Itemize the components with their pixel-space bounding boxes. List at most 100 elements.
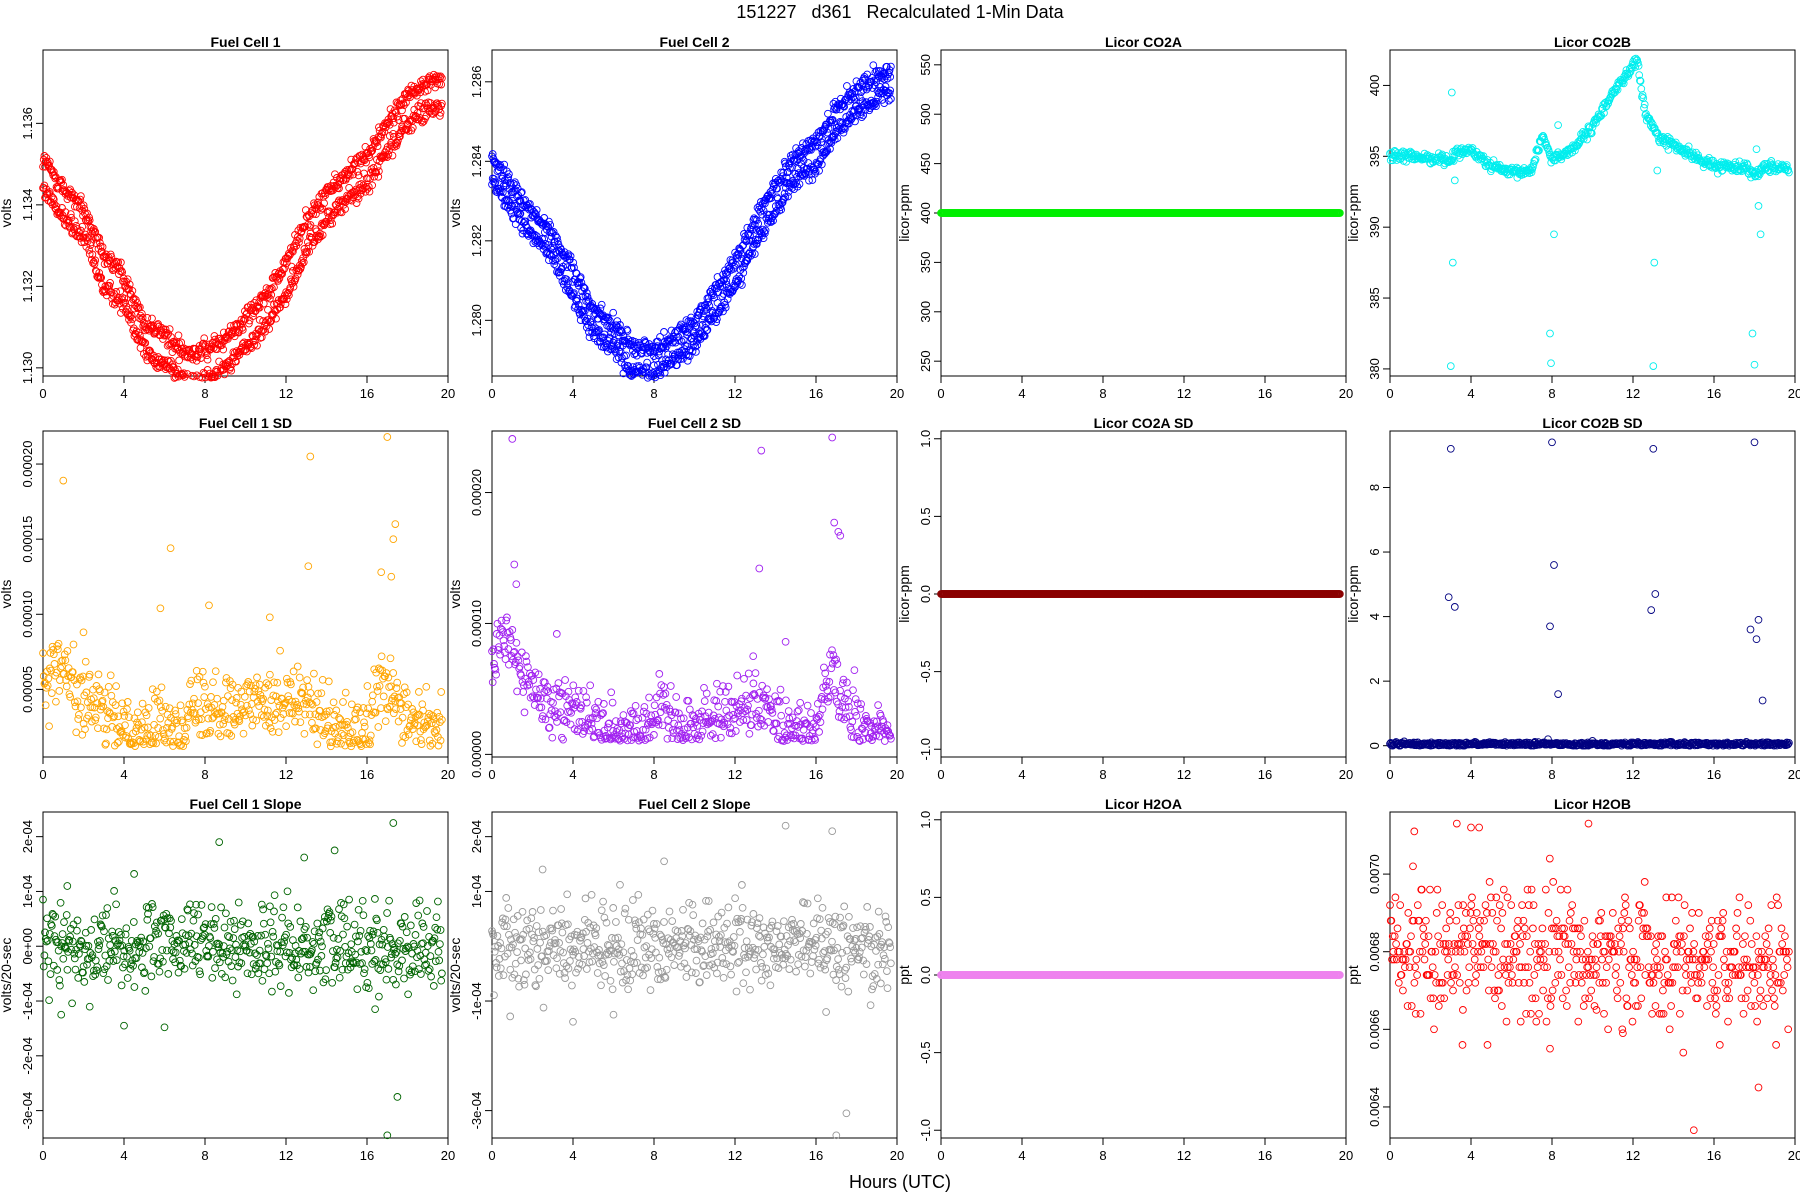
y-tick-label: -1.0 — [918, 738, 933, 760]
x-tick-label: 20 — [890, 386, 904, 401]
data-point — [87, 238, 95, 247]
plot-panel-6: Fuel Cell 2 SD0 4 8 12 16 200.000000.000100.0… — [447, 415, 904, 782]
data-point — [666, 682, 675, 690]
data-point — [637, 349, 646, 358]
y-tick-label: 0.00015 — [20, 516, 35, 563]
x-tick-label: 12 — [1177, 767, 1191, 782]
data-point — [498, 193, 507, 202]
y-tick-label: 1.282 — [469, 225, 484, 258]
data-point — [389, 114, 398, 123]
data-point — [306, 452, 315, 461]
data-point — [265, 613, 274, 622]
data-point — [157, 683, 166, 692]
data-point — [702, 689, 711, 698]
data-point — [62, 682, 71, 691]
x-tick-label: 8 — [1099, 386, 1106, 401]
data-point — [152, 362, 160, 371]
data-point — [293, 662, 302, 671]
data-point — [253, 673, 261, 682]
y-tick-label: 1.0 — [918, 430, 933, 448]
data-point — [624, 361, 632, 370]
data-point — [139, 337, 148, 346]
data-point — [349, 170, 358, 179]
data-point — [141, 339, 150, 347]
data-point — [52, 697, 60, 706]
data-point — [827, 664, 836, 673]
data-point — [112, 682, 120, 690]
data-point — [115, 737, 123, 746]
data-point — [245, 319, 253, 328]
data-point — [320, 199, 328, 208]
data-point — [347, 196, 356, 205]
data-point — [91, 256, 100, 265]
data-point — [239, 729, 248, 738]
data-point — [289, 266, 297, 275]
data-point — [672, 693, 681, 701]
y-tick-label: 350 — [918, 252, 933, 274]
data-point — [95, 268, 104, 277]
data-point — [366, 148, 375, 156]
data-point — [142, 347, 151, 355]
data-point — [167, 356, 175, 365]
data-point — [394, 717, 403, 726]
data-point — [66, 210, 75, 218]
data-point — [117, 258, 125, 267]
data-point — [824, 109, 832, 118]
data-point — [508, 435, 517, 443]
data-point — [650, 352, 658, 360]
plot-frame — [1389, 49, 1796, 377]
data-point — [47, 689, 56, 697]
x-tick-label: 4 — [120, 386, 127, 401]
plot-title: Licor CO2B — [1554, 34, 1631, 50]
data-points — [488, 61, 895, 382]
data-point — [815, 728, 823, 736]
data-point — [377, 133, 385, 142]
x-tick-label: 16 — [809, 767, 823, 782]
data-point — [376, 132, 385, 141]
data-point — [618, 328, 626, 336]
data-point — [199, 339, 208, 348]
y-tick-label: 500 — [918, 103, 933, 125]
x-tick-label: 20 — [890, 767, 904, 782]
data-point — [55, 687, 64, 695]
data-point — [1653, 166, 1662, 175]
x-tick-label: 4 — [1018, 767, 1025, 782]
data-point — [289, 247, 297, 256]
data-point — [156, 604, 165, 613]
data-point — [385, 146, 393, 155]
x-tick-label: 20 — [1339, 386, 1353, 401]
data-point — [1446, 362, 1455, 370]
plot-title: Fuel Cell 2 SD — [648, 415, 741, 431]
data-point — [391, 108, 400, 117]
data-point — [850, 666, 859, 675]
data-point — [157, 323, 166, 332]
data-point — [402, 98, 410, 107]
x-tick-label: 8 — [201, 386, 208, 401]
data-point — [836, 693, 845, 701]
data-point — [580, 284, 589, 293]
data-point — [607, 688, 616, 697]
data-point — [569, 258, 578, 267]
data-point — [585, 333, 594, 342]
data-point — [379, 692, 388, 701]
data-point — [570, 289, 578, 297]
x-tick-label: 20 — [441, 767, 455, 782]
data-point — [576, 273, 585, 281]
data-point — [136, 311, 145, 320]
data-point — [818, 705, 827, 714]
y-axis-label: licor-ppm — [1345, 184, 1361, 242]
data-point — [851, 695, 860, 703]
data-point — [615, 347, 624, 355]
data-point — [595, 326, 603, 334]
data-point — [156, 714, 165, 723]
data-point — [98, 243, 107, 251]
y-tick-label: 0.00020 — [20, 441, 35, 488]
data-point — [622, 325, 631, 334]
data-point — [525, 205, 534, 214]
data-point — [335, 184, 343, 193]
data-point — [305, 247, 314, 256]
y-axis-label: volts — [0, 580, 14, 609]
x-tick-label: 4 — [120, 767, 127, 782]
data-point — [383, 119, 392, 127]
